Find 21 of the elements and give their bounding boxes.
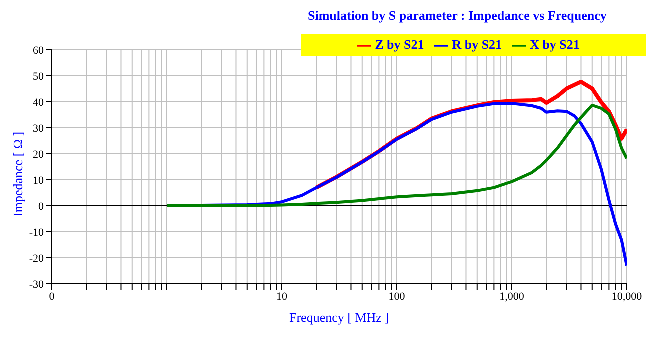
y-tick-label: 20	[33, 148, 44, 161]
y-tick-label: -20	[29, 252, 44, 265]
x-tick-label: 1,000	[500, 290, 525, 303]
x-tick-label: 10,000	[612, 290, 643, 303]
chart-title: Simulation by S parameter : Impedance vs Frequency	[308, 8, 607, 24]
y-tick-label: 40	[33, 96, 44, 109]
y-axis-title: Impedance [ Ω ]	[10, 132, 26, 217]
x-tick-label: 0	[49, 290, 56, 303]
legend-label: Z by S21	[375, 37, 424, 52]
y-tick-label: 0	[38, 200, 44, 213]
legend-label: R by S21	[452, 37, 502, 52]
y-tick-label: 10	[33, 174, 44, 187]
y-tick-label: -10	[29, 226, 44, 239]
legend-label: X by S21	[530, 37, 580, 52]
y-tick-label: 30	[33, 122, 44, 135]
x-tick-label: 10	[276, 290, 288, 303]
y-tick-label: -30	[29, 278, 44, 291]
y-tick-label: 60	[33, 44, 44, 57]
x-axis-title: Frequency [ MHz ]	[290, 310, 390, 325]
x-tick-label: 100	[388, 290, 406, 303]
y-tick-label: 50	[33, 70, 44, 83]
